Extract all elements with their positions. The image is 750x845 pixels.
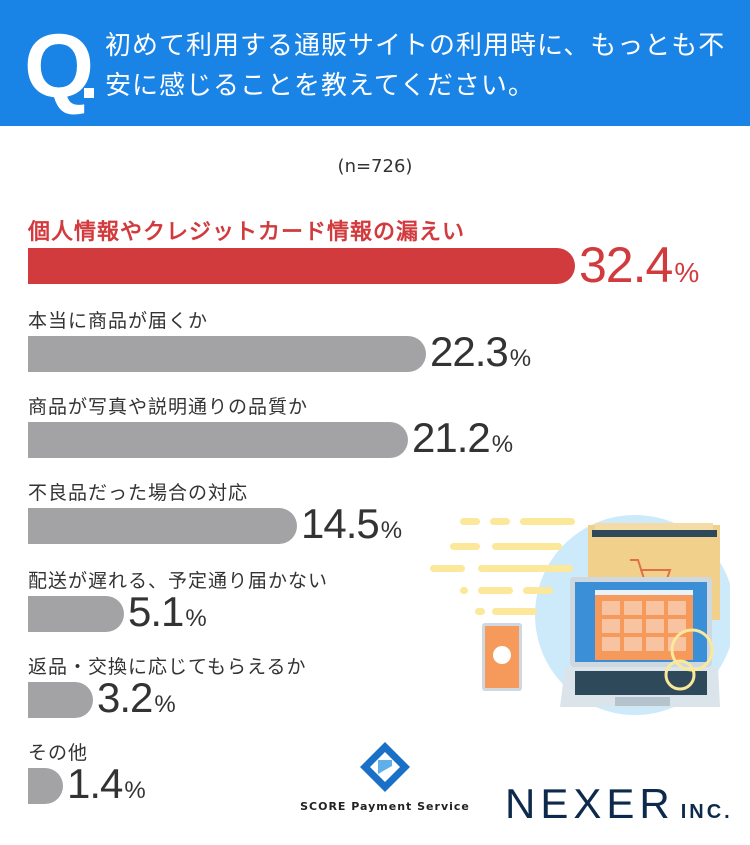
value-unit: %	[491, 431, 513, 458]
value-number: 22.3	[430, 328, 509, 375]
value-unit: %	[124, 777, 145, 804]
bar	[28, 768, 63, 804]
nexer-logo-suffix: INC.	[680, 801, 733, 823]
value-number: 3.2	[97, 674, 153, 721]
nexer-logo-text: NEXER	[505, 780, 675, 827]
category-label: 配送が遅れる、予定通り届かない	[28, 570, 329, 592]
score-logo-icon	[360, 742, 410, 792]
bar	[28, 248, 575, 284]
online-shopping-illustration	[420, 505, 735, 724]
value-unit: %	[154, 691, 175, 718]
q-dot	[84, 88, 94, 98]
value-label: 3.2%	[97, 674, 176, 722]
value-unit: %	[509, 345, 531, 372]
value-number: 32.4	[579, 237, 673, 293]
bar	[28, 508, 297, 544]
bar	[28, 422, 408, 458]
value-label: 22.3%	[430, 328, 531, 376]
bar	[28, 596, 124, 632]
question-header: Q 初めて利用する通販サイトの利用時に、もっとも不安に感じることを教えてください…	[0, 0, 750, 126]
value-label: 32.4%	[579, 236, 699, 294]
score-payment-logo: SCORE Payment Service	[300, 740, 470, 813]
q-mark: Q	[24, 17, 95, 117]
category-label: 個人情報やクレジットカード情報の漏えい	[28, 220, 466, 245]
bar	[28, 682, 93, 718]
sample-size: (n=726)	[337, 156, 413, 177]
question-text: 初めて利用する通販サイトの利用時に、もっとも不安に感じることを教えてください。	[105, 31, 726, 101]
category-label: 商品が写真や説明通りの品質か	[28, 396, 309, 418]
value-label: 5.1%	[128, 588, 207, 636]
value-number: 1.4	[67, 760, 123, 807]
value-unit: %	[674, 257, 699, 288]
nexer-logo: NEXER INC.	[505, 780, 733, 828]
category-label: その他	[28, 742, 89, 764]
category-label: 不良品だった場合の対応	[28, 482, 249, 504]
bar	[28, 336, 426, 372]
value-unit: %	[185, 605, 206, 632]
category-label: 本当に商品が届くか	[28, 310, 209, 332]
category-label: 返品・交換に応じてもらえるか	[28, 656, 307, 678]
score-logo-text: SCORE Payment Service	[300, 800, 470, 813]
value-number: 14.5	[301, 500, 380, 547]
value-label: 21.2%	[412, 414, 513, 462]
value-unit: %	[380, 517, 402, 544]
value-label: 1.4%	[67, 760, 146, 808]
value-label: 14.5%	[301, 500, 402, 548]
value-number: 5.1	[128, 588, 184, 635]
value-number: 21.2	[412, 414, 491, 461]
